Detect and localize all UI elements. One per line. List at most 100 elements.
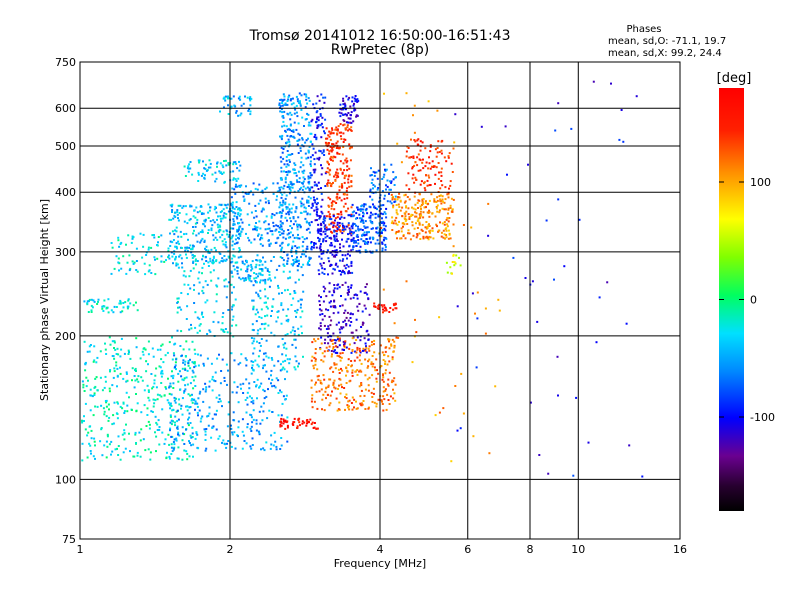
data-point [284,129,287,132]
data-point [338,196,341,199]
data-point [181,266,184,269]
data-point [348,380,351,383]
data-point [384,306,386,309]
data-point [238,95,241,98]
data-point [340,383,343,386]
data-point [320,248,322,251]
data-point [193,302,196,304]
data-point [320,192,323,195]
data-point [234,161,237,164]
data-point [443,221,446,223]
data-point [264,295,267,298]
data-point [447,156,450,159]
data-point [308,224,311,227]
data-point [280,225,283,228]
data-point [424,226,427,229]
data-point [253,347,256,350]
data-point [281,104,284,107]
data-point [391,229,394,231]
data-point [394,195,397,198]
data-point [204,225,206,228]
data-point [440,152,443,155]
data-point [284,427,287,430]
data-point [302,240,305,243]
data-point [416,233,419,235]
data-point [136,378,139,381]
data-point [185,405,187,408]
data-point [180,407,182,410]
data-point [173,396,176,399]
data-point [186,293,189,296]
data-point [330,201,333,204]
data-point [265,395,268,398]
data-point [311,204,314,207]
data-point [512,256,515,259]
data-point [202,316,205,318]
data-point [317,236,320,239]
data-point [367,338,370,341]
data-point [183,283,186,286]
data-point [382,311,384,314]
data-point [157,241,159,244]
data-point [349,254,351,257]
data-point [236,228,239,231]
data-point [232,254,235,257]
data-point [261,244,264,247]
data-point [88,425,91,428]
data-point [329,324,332,327]
data-point [92,414,95,417]
data-point [285,314,288,317]
data-point [296,98,299,101]
data-point [357,228,360,231]
data-point [276,311,279,313]
data-point [308,258,311,261]
data-point [284,181,287,184]
data-point [194,375,197,378]
data-point [186,249,189,252]
data-point [330,155,333,158]
data-point [216,223,219,226]
data-point [474,312,476,315]
data-point [280,186,283,189]
data-point [592,80,595,83]
data-point [331,159,334,162]
data-point [390,181,393,184]
data-point [343,387,346,389]
data-point [282,187,285,190]
data-point [243,279,246,282]
data-point [443,233,446,236]
data-point [148,399,151,402]
data-point [153,379,156,382]
data-point [332,305,335,308]
data-point [436,199,439,202]
data-point [205,249,208,251]
data-point [147,396,150,399]
data-point [118,302,121,305]
data-point [436,210,439,213]
data-point [196,331,199,334]
data-point [300,325,303,328]
data-point [264,220,267,223]
data-point [437,162,440,164]
data-point [181,206,184,209]
data-point [343,264,346,267]
data-point [325,308,327,311]
data-point [288,185,291,188]
data-point [381,305,384,308]
data-point [278,292,280,295]
data-point [395,204,398,206]
data-point [370,182,373,184]
data-point [291,343,294,346]
data-point [362,220,365,223]
data-point [209,220,212,223]
data-point [284,178,287,181]
data-point [377,205,380,208]
data-point [372,191,375,194]
data-point [295,104,298,107]
data-point [333,379,336,382]
data-point [380,230,383,233]
data-point [296,425,299,428]
data-point [315,219,318,221]
data-point [191,369,194,372]
data-point [287,320,290,323]
